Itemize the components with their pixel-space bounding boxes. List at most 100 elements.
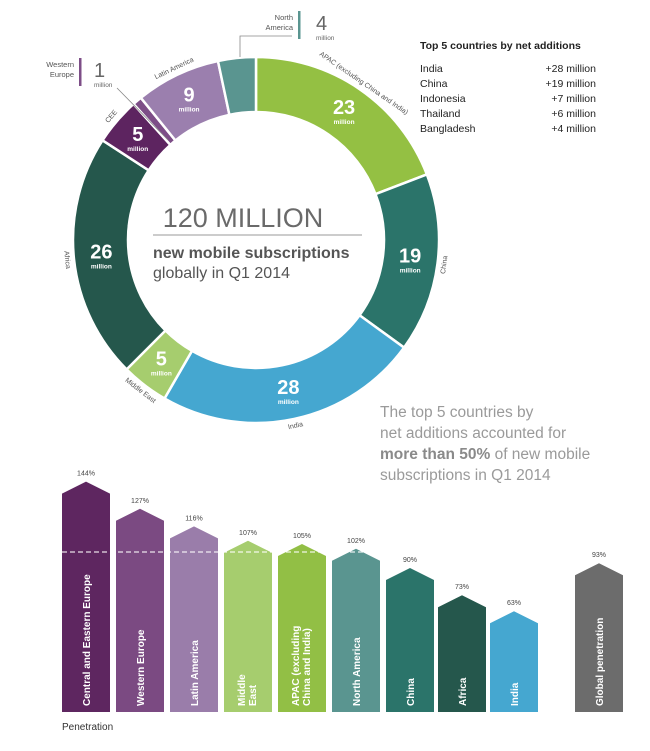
bar-category-label: Africa xyxy=(458,677,469,706)
top-country-row: India +28 million xyxy=(420,62,640,77)
callout-text: The top 5 countries by net additions acc… xyxy=(380,402,642,486)
top-country-name: Indonesia xyxy=(420,93,466,105)
top-country-row: Bangladesh +4 million xyxy=(420,122,640,137)
slice-value-label: 19 xyxy=(399,245,421,267)
bar-value-label: 116% xyxy=(185,515,202,522)
top-country-name: China xyxy=(420,78,448,90)
bar-category-label: India xyxy=(510,682,521,706)
slice-value-label: 23 xyxy=(333,97,355,119)
top-country-value: +19 million xyxy=(545,78,597,90)
bar-category-label: China xyxy=(406,678,417,706)
bar-value-label: 107% xyxy=(239,530,257,537)
penetration-bar xyxy=(224,540,272,712)
penetration-bar xyxy=(62,481,110,712)
donut-center-text: 120 MILLION new mobile subscriptions glo… xyxy=(153,203,362,282)
bar-value-label: 105% xyxy=(293,533,311,540)
top-countries-rows: India +28 million China +19 million Indonesi… xyxy=(420,62,640,137)
top-country-name: India xyxy=(420,63,443,75)
bar-category-line: Western Europe xyxy=(136,629,147,706)
top-country-row: Thailand +6 million xyxy=(420,107,640,122)
callout-bold: more than 50% xyxy=(380,446,491,463)
callout-bar xyxy=(79,58,82,86)
callout-line3: of new mobile xyxy=(490,446,591,463)
penetration-bar xyxy=(116,508,164,712)
center-line2: new mobile subscriptions xyxy=(153,245,350,262)
bar-category-line: Africa xyxy=(458,677,469,706)
callout-leader xyxy=(116,87,169,141)
bar-category-label: Latin America xyxy=(190,640,201,706)
callout-slice-unit: million xyxy=(94,82,113,89)
penetration-bar xyxy=(490,611,538,712)
bar-value-label: 127% xyxy=(131,498,149,505)
slice-unit-label: million xyxy=(127,146,148,153)
penetration-bar xyxy=(386,568,434,712)
center-total: 120 MILLION xyxy=(163,203,324,233)
top-country-row: Indonesia +7 million xyxy=(420,92,640,107)
penetration-bar xyxy=(278,544,326,712)
top-country-value: +28 million xyxy=(545,63,597,75)
bar-category-label: APAC (excludingChina and India) xyxy=(291,626,313,706)
callout-line2: net additions accounted for xyxy=(380,425,567,442)
slice-value-label: 9 xyxy=(183,85,194,107)
bar-category-label: North America xyxy=(352,637,363,706)
slice-value-label: 26 xyxy=(90,241,112,263)
top-country-name: Bangladesh xyxy=(420,123,476,135)
callout-slice-name: Europe xyxy=(50,70,74,79)
bar-category-line: Central and Eastern Europe xyxy=(82,574,93,706)
slice-value-label: 5 xyxy=(132,124,143,146)
callout-slice-name: North xyxy=(275,13,293,22)
slice-name-label: India xyxy=(287,421,303,431)
bar-category-line: North America xyxy=(352,637,363,706)
penetration-bar xyxy=(575,563,623,712)
slice-value-label: 28 xyxy=(277,377,299,399)
slice-name-label: China xyxy=(440,255,449,274)
top-countries-title: Top 5 countries by net additions xyxy=(420,40,581,52)
slice-unit-label: million xyxy=(400,267,421,274)
top-countries-table: Top 5 countries by net additions India +2… xyxy=(420,40,640,137)
callout-slice-value: 1 xyxy=(94,60,105,82)
bar-category-line: India xyxy=(510,682,521,706)
callout-leader xyxy=(239,35,292,57)
top-country-name: Thailand xyxy=(420,108,461,120)
callout-line1: The top 5 countries by xyxy=(380,404,534,421)
bar-value-label: 73% xyxy=(455,584,469,591)
center-line3: globally in Q1 2014 xyxy=(153,265,290,282)
callout-slice-name: America xyxy=(265,23,293,32)
bar-category-line: China and India) xyxy=(302,628,313,706)
bar-category-line: East xyxy=(248,684,259,706)
top-country-value: +7 million xyxy=(551,93,596,105)
bar-category-line: Global penetration xyxy=(595,618,606,706)
top-country-row: China +19 million xyxy=(420,77,640,92)
penetration-bar-chart: 144% Central and Eastern Europe 127% Wester… xyxy=(62,471,623,712)
slice-value-label: 5 xyxy=(156,348,167,370)
callout-slice-name: Western xyxy=(46,60,74,69)
callout-bar xyxy=(298,11,301,39)
slice-unit-label: million xyxy=(334,119,355,126)
bar-value-label: 93% xyxy=(592,552,606,559)
bar-category-line: China xyxy=(406,678,417,706)
donut-slice xyxy=(216,55,258,117)
bar-value-label: 90% xyxy=(403,557,417,564)
callout-line4: subscriptions in Q1 2014 xyxy=(380,467,551,484)
donut-slice xyxy=(71,138,168,372)
slice-name-label: Africa xyxy=(62,251,71,270)
penetration-bar xyxy=(170,526,218,712)
slice-unit-label: million xyxy=(151,370,172,377)
donut-slice xyxy=(162,313,406,425)
bar-category-label: Global penetration xyxy=(595,618,606,706)
bar-category-label: Western Europe xyxy=(136,629,147,706)
bar-category-label: Central and Eastern Europe xyxy=(82,574,93,706)
callout-slice-unit: million xyxy=(316,35,335,42)
top-country-value: +6 million xyxy=(551,108,596,120)
bar-category-line: Middle xyxy=(237,674,248,706)
top-country-value: +4 million xyxy=(551,123,596,135)
bar-category-line: APAC (excluding xyxy=(291,626,302,706)
bar-category-label: MiddleEast xyxy=(237,674,259,706)
bar-value-label: 63% xyxy=(507,600,521,607)
slice-unit-label: million xyxy=(179,107,200,114)
bar-value-label: 144% xyxy=(77,471,95,478)
bar-value-label: 102% xyxy=(347,538,365,545)
callout-slice-value: 4 xyxy=(316,13,327,35)
